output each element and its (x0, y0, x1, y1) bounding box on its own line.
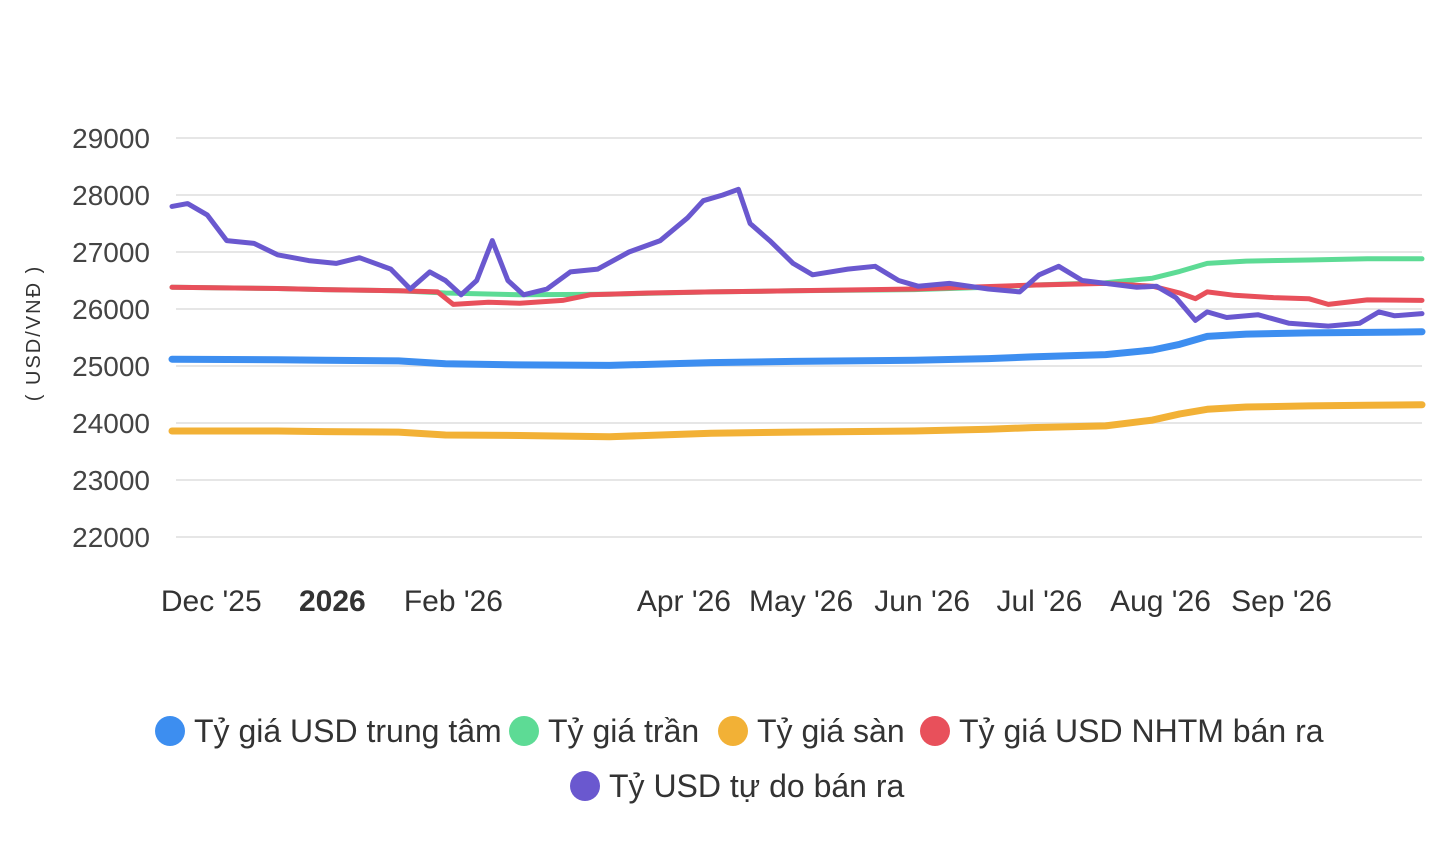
series-line-floor-rate (168, 401, 1426, 441)
legend-marker (570, 771, 600, 801)
y-tick-label: 23000 (72, 465, 150, 496)
legend: Tỷ giá USD trung tâm Tỷ giá trần Tỷ giá sà… (155, 713, 1324, 804)
y-tick-label: 29000 (72, 123, 150, 154)
x-tick-label: Dec '25 (161, 585, 262, 618)
legend-marker (920, 716, 950, 746)
series-line-free-market-rate (169, 186, 1425, 329)
legend-label: Tỷ giá trần (548, 713, 699, 749)
legend-item-ceiling-rate: Tỷ giá trần (509, 713, 699, 749)
x-tick-label: Apr '26 (637, 585, 731, 618)
y-axis-ticks: 29000 28000 27000 26000 25000 24000 23000 22000 (72, 123, 150, 553)
x-tick-label: Sep '26 (1231, 585, 1332, 618)
y-axis-label: ( USD/VNĐ ) (23, 265, 45, 401)
series-line-central-rate (168, 328, 1426, 369)
x-tick-label: Jun '26 (874, 585, 970, 618)
legend-label: Tỷ USD tự do bán ra (609, 768, 905, 804)
legend-marker (509, 716, 539, 746)
legend-item-central-rate: Tỷ giá USD trung tâm (155, 713, 502, 749)
legend-label: Tỷ giá USD trung tâm (194, 713, 502, 749)
series-lines (168, 186, 1426, 441)
y-tick-label: 24000 (72, 408, 150, 439)
series-line-bank-sell-rate (169, 280, 1425, 307)
gridlines (176, 137, 1422, 538)
x-axis-ticks: Dec '25 2026 Feb '26 Apr '26 May '26 Jun '26 J… (161, 585, 1332, 618)
y-tick-label: 25000 (72, 351, 150, 382)
x-tick-label: 2026 (299, 585, 366, 618)
legend-marker (718, 716, 748, 746)
x-tick-label: May '26 (749, 585, 853, 618)
y-tick-label: 26000 (72, 294, 150, 325)
x-tick-label: Feb '26 (404, 585, 503, 618)
legend-marker (155, 716, 185, 746)
legend-label: Tỷ giá USD NHTM bán ra (959, 713, 1324, 749)
legend-label: Tỷ giá sàn (757, 713, 905, 749)
x-tick-label: Jul '26 (996, 585, 1082, 618)
y-tick-label: 28000 (72, 180, 150, 211)
legend-item-floor-rate: Tỷ giá sàn (718, 713, 905, 749)
x-tick-label: Aug '26 (1110, 585, 1211, 618)
y-tick-label: 22000 (72, 522, 150, 553)
y-tick-label: 27000 (72, 237, 150, 268)
legend-item-bank-sell-rate: Tỷ giá USD NHTM bán ra (920, 713, 1324, 749)
legend-item-free-market-rate: Tỷ USD tự do bán ra (570, 768, 905, 804)
